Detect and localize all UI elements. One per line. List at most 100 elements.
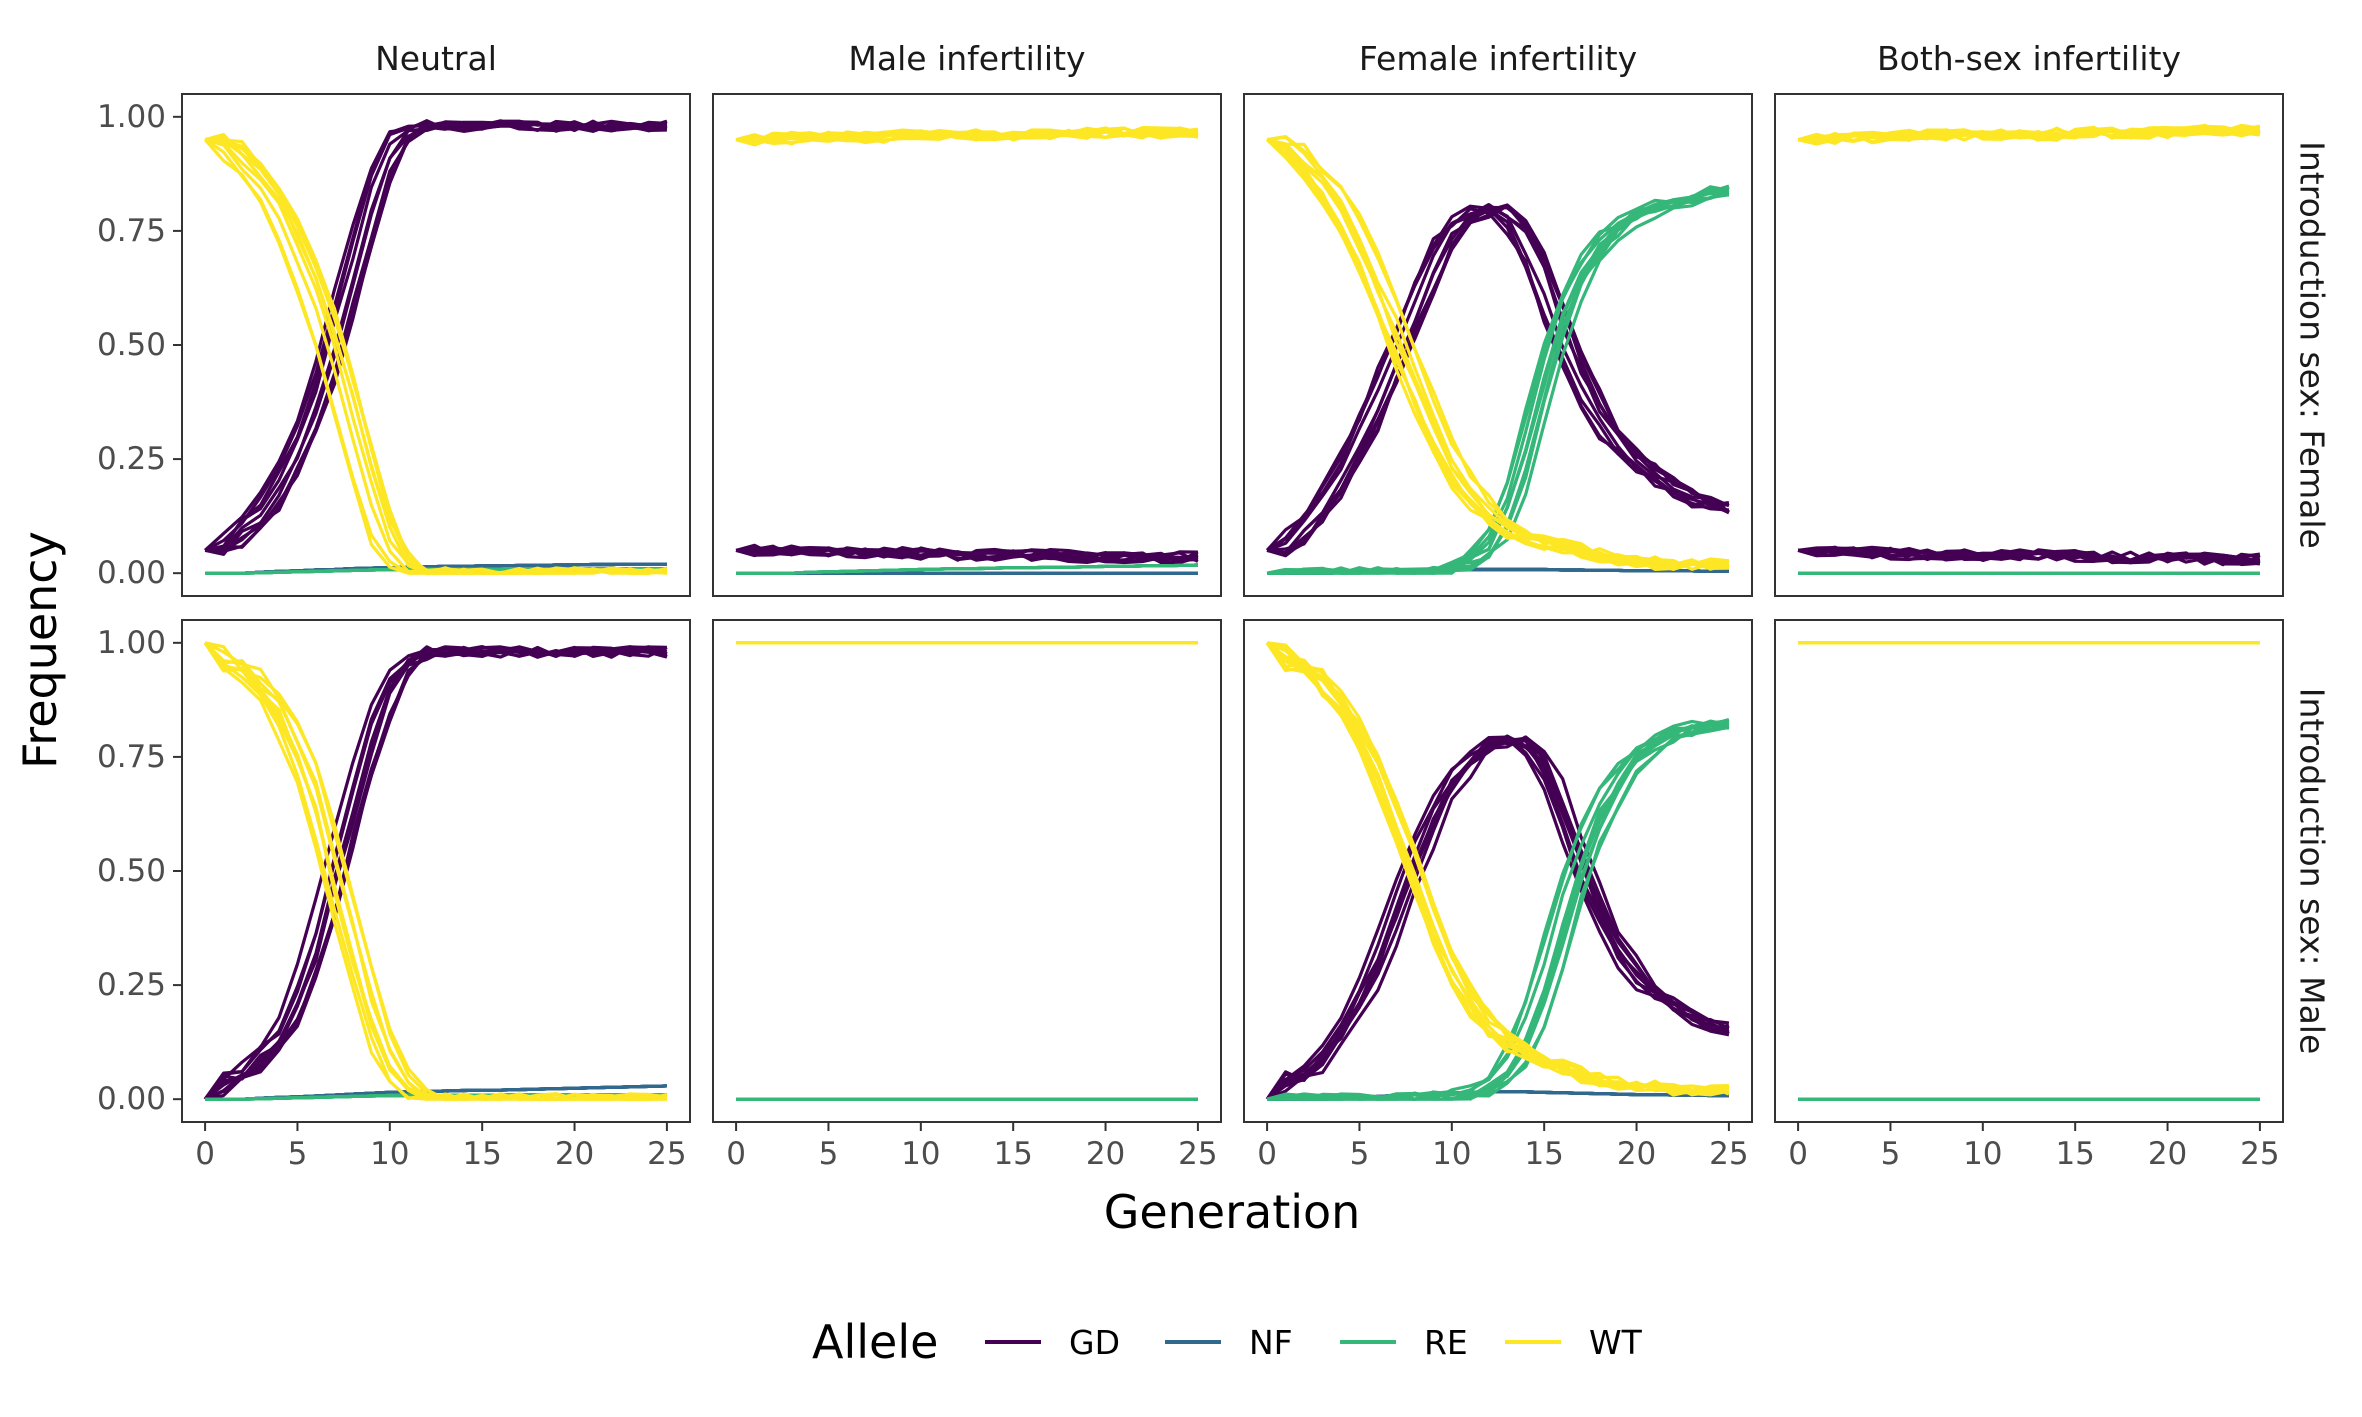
facet-row-label-introduction-sex-male: Introduction sex: Male: [2293, 688, 2332, 1055]
series-line-wt-rep9: [1266, 641, 1730, 1094]
series-line-gd-rep10: [204, 120, 668, 552]
series-line-wt-rep8: [1266, 138, 1729, 570]
panel-lines: [203, 641, 668, 1101]
series-line-wt-rep9: [203, 641, 668, 1101]
x-tick-label: 20: [2148, 1136, 2187, 1172]
panels-layer: Neutral Male infertility Female infertilit…: [181, 39, 2332, 1123]
x-tick-label: 25: [647, 1136, 686, 1172]
series-line-gd-rep8: [1266, 203, 1730, 556]
y-tick-label: 0.50: [97, 853, 166, 889]
x-tick-label: 20: [1617, 1136, 1656, 1172]
y-tick-label: 0.50: [97, 327, 166, 363]
panel-border: [1243, 93, 1753, 597]
legend-label-gd: GD: [1069, 1323, 1120, 1362]
x-tick-label: 0: [195, 1136, 215, 1172]
x-tick-label: 10: [901, 1136, 940, 1172]
x-tick-label: 25: [1178, 1136, 1217, 1172]
legend-label-re: RE: [1424, 1323, 1468, 1362]
y-tick-label: 0.00: [97, 1081, 166, 1117]
series-line-gd-rep10: [1265, 740, 1730, 1101]
facet-col-label-male-infertility: Male infertility: [848, 39, 1085, 78]
panel-lines: [203, 119, 668, 575]
x-tick-label: 5: [819, 1136, 839, 1172]
x-tick-label: 10: [1432, 1136, 1471, 1172]
series-line-wt-rep10: [1266, 134, 1729, 571]
legend-item-re: RE: [1340, 1323, 1468, 1362]
legend-title: Allele: [812, 1315, 938, 1369]
legend-item-gd: GD: [985, 1323, 1120, 1362]
panel-border: [1243, 619, 1753, 1123]
series-line-gd-rep9: [1266, 203, 1730, 556]
ticks-layer: 0.00 0.25 0.50 0.75 1.00 0.00 0.25 0.50 0.75 1.00…: [97, 99, 2280, 1172]
panel-lines: [736, 641, 1198, 1101]
x-tick-label: 15: [1524, 1136, 1563, 1172]
series-line-gd-rep10: [203, 645, 668, 1101]
panel-introduction-sex-male-male-infertility: [712, 619, 1222, 1123]
y-tick-label: 1.00: [97, 99, 166, 135]
panel-introduction-sex-male-both-sex-infertility: [1774, 619, 2284, 1123]
panel-border: [712, 619, 1222, 1123]
series-line-gd-rep3: [1266, 735, 1730, 1101]
panel-introduction-sex-male-female-infertility: [1243, 619, 1753, 1123]
panel-border: [1774, 619, 2284, 1123]
legend: Allele GD NF RE WT: [812, 1315, 1643, 1369]
facet-col-label-neutral: Neutral: [375, 39, 497, 78]
x-tick-label: 15: [462, 1136, 501, 1172]
x-tick-label: 10: [1963, 1136, 2002, 1172]
series-line-gd-rep5: [1266, 736, 1730, 1101]
legend-item-nf: NF: [1165, 1323, 1293, 1362]
panel-lines: [1265, 641, 1730, 1101]
panel-introduction-sex-female-male-infertility: [712, 93, 1222, 597]
x-tick-label: 20: [555, 1136, 594, 1172]
series-line-gd-rep9: [203, 647, 668, 1101]
legend-label-wt: WT: [1589, 1323, 1643, 1362]
facet-col-label-female-infertility: Female infertility: [1359, 39, 1637, 78]
panel-introduction-sex-male-neutral: [181, 619, 691, 1123]
panel-border: [712, 93, 1222, 597]
y-tick-label: 0.00: [97, 555, 166, 591]
y-tick-label: 0.25: [97, 441, 166, 477]
series-line-wt-rep10: [1797, 123, 2261, 144]
series-line-gd-rep10: [735, 547, 1199, 565]
y-tick-label: 0.75: [97, 213, 166, 249]
y-tick-label: 1.00: [97, 625, 166, 661]
y-axis-title: Frequency: [13, 531, 67, 769]
series-line-wt-rep10: [203, 641, 667, 1101]
panel-border: [181, 619, 691, 1123]
panel-lines: [1798, 641, 2260, 1101]
series-line-gd-rep7: [1797, 546, 2261, 564]
panel-lines: [735, 126, 1199, 575]
x-tick-label: 15: [993, 1136, 1032, 1172]
x-tick-label: 0: [726, 1136, 746, 1172]
series-line-gd-rep10: [1797, 546, 2261, 566]
panel-border: [1774, 93, 2284, 597]
x-tick-label: 5: [1350, 1136, 1370, 1172]
panel-lines: [1265, 134, 1730, 575]
facet-col-label-both-sex-infertility: Both-sex infertility: [1877, 39, 2181, 78]
series-line-gd-rep9: [735, 547, 1199, 565]
x-tick-label: 0: [1788, 1136, 1808, 1172]
facet-row-label-introduction-sex-female: Introduction sex: Female: [2293, 141, 2332, 549]
legend-item-wt: WT: [1505, 1323, 1643, 1362]
series-line-re-rep10: [1267, 725, 1730, 1101]
panel-introduction-sex-female-both-sex-infertility: [1774, 93, 2284, 597]
x-tick-label: 25: [1709, 1136, 1748, 1172]
x-tick-label: 15: [2055, 1136, 2094, 1172]
series-line-gd-rep3: [1266, 204, 1730, 552]
series-line-wt-rep10: [1265, 641, 1730, 1096]
series-line-wt-rep10: [735, 126, 1199, 146]
y-tick-label: 0.25: [97, 967, 166, 1003]
panel-introduction-sex-female-neutral: [181, 93, 691, 597]
x-axis-title: Generation: [1104, 1185, 1361, 1239]
x-tick-label: 20: [1086, 1136, 1125, 1172]
panel-introduction-sex-female-female-infertility: [1243, 93, 1753, 597]
series-line-re-rep10: [736, 563, 1198, 575]
series-line-wt-rep10: [205, 138, 668, 575]
x-tick-label: 10: [370, 1136, 409, 1172]
series-line-gd-rep10: [1266, 207, 1730, 552]
x-tick-label: 0: [1257, 1136, 1277, 1172]
x-tick-label: 25: [2240, 1136, 2279, 1172]
series-line-re-rep7: [1267, 719, 1730, 1101]
legend-label-nf: NF: [1249, 1323, 1293, 1362]
